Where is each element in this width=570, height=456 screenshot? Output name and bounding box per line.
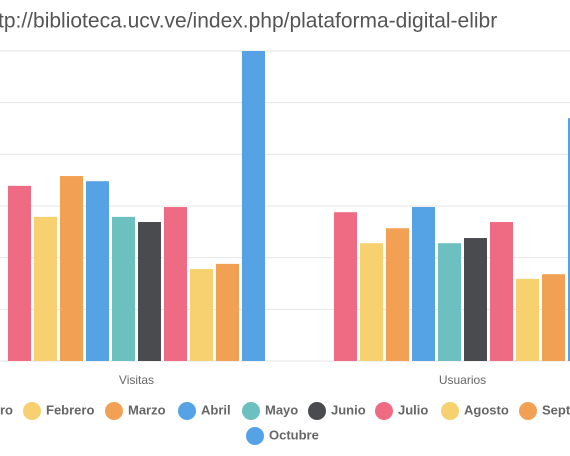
bar [164,207,187,361]
legend-label: Febrero [46,402,94,417]
legend-label: Mayo [265,402,298,417]
legend-label: Octubre [269,427,319,442]
x-tick-label: Visitas [119,373,154,387]
legend-label: Junio [331,402,366,417]
bar [386,228,409,361]
bar [542,274,565,361]
legend-label: Agosto [464,402,509,417]
legend-swatch [178,402,196,420]
bar [60,176,83,361]
legend-label: Marzo [128,402,166,417]
bar [464,238,487,361]
bar [190,269,213,361]
chart-title: tp://biblioteca.ucv.ve/index.php/platafo… [0,10,497,33]
bar [516,278,539,361]
legend-swatch [519,402,537,420]
bar [138,222,161,361]
bar [34,216,57,361]
x-tick-label: Usuarios [439,373,486,387]
legend-swatch [308,402,326,420]
bar [86,181,109,361]
bar [360,243,383,361]
legend-swatch [375,402,393,420]
bar [334,212,357,361]
legend-swatch [242,402,260,420]
bar [412,207,435,361]
legend-swatch [246,427,264,445]
bar [438,243,461,361]
legend-label: ro [0,402,13,417]
bar [216,263,239,361]
legend-label: Julio [398,402,428,417]
bar [242,51,265,361]
legend-label: Sept [542,402,570,417]
bar [568,118,570,362]
legend-label: Abril [201,402,231,417]
legend-swatch [23,402,41,420]
bar [112,216,135,361]
legend-swatch [105,402,123,420]
bar [490,222,513,361]
legend-swatch [441,402,459,420]
bar [8,185,31,361]
